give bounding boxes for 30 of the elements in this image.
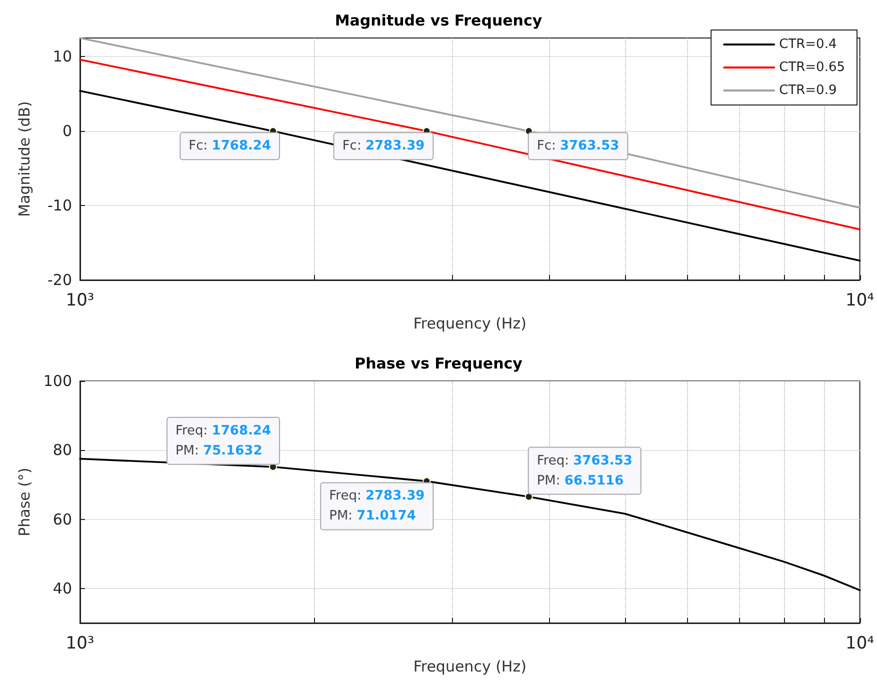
x-tick-label: 10⁴ [846, 634, 874, 654]
y-tick-label: -20 [48, 271, 72, 289]
y-tick-label: 40 [52, 579, 72, 598]
annotation: Freq: 1768.24 [175, 423, 272, 438]
legend-label: CTR=0.65 [779, 60, 845, 75]
y-tick-label: 10 [52, 48, 72, 66]
annotation: Fc: 2783.39 [342, 138, 425, 154]
chart-title: Magnitude vs Frequency [334, 12, 542, 30]
x-tick-label: 10³ [66, 290, 94, 310]
annotation: Freq: 2783.39 [329, 488, 425, 504]
x-tick-label: 10³ [66, 634, 94, 654]
y-axis-title: Magnitude (dB) [16, 101, 34, 217]
y-axis-title: Phase (°) [16, 468, 34, 536]
y-tick-label: 0 [62, 122, 72, 140]
y-tick-label: 100 [43, 372, 72, 390]
annotation: PM: 75.1632 [175, 443, 262, 458]
x-axis-title: Frequency (Hz) [413, 314, 526, 332]
chart-title: Phase vs Frequency [354, 354, 523, 372]
y-tick-label: -10 [48, 196, 72, 215]
annotation: PM: 66.5116 [536, 473, 624, 488]
annotation: Fc: 1768.24 [188, 138, 272, 154]
y-tick-label: 80 [52, 441, 72, 460]
annotation: Freq: 3763.53 [536, 453, 632, 468]
annotation: PM: 71.0174 [329, 508, 416, 524]
y-tick-label: 60 [52, 510, 72, 528]
annotation: Fc: 3763.53 [536, 138, 620, 154]
legend-label: CTR=0.4 [779, 37, 837, 52]
x-axis-title: Frequency (Hz) [413, 658, 526, 676]
legend-label: CTR=0.9 [779, 83, 837, 98]
x-tick-label: 10⁴ [846, 290, 874, 310]
